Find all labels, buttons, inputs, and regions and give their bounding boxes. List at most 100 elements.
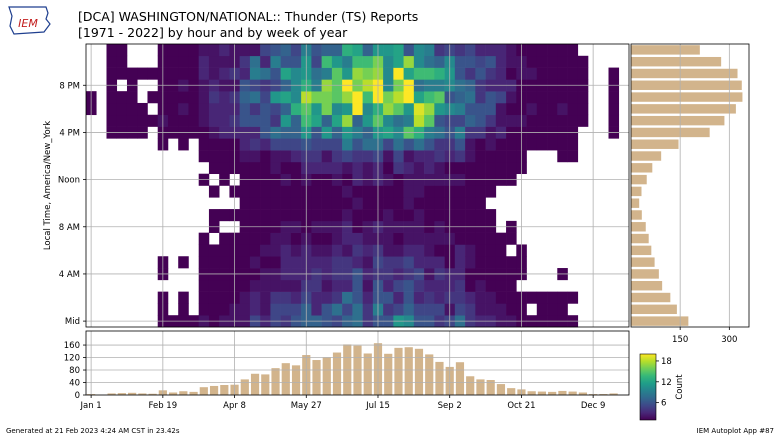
heatmap-cell bbox=[167, 44, 179, 57]
heatmap-cell bbox=[280, 67, 292, 80]
heatmap-cell bbox=[178, 291, 189, 304]
heatmap-cell bbox=[219, 67, 230, 80]
heatmap-cell bbox=[331, 138, 343, 151]
heatmap-cell bbox=[475, 67, 486, 80]
heatmap-cell bbox=[331, 114, 343, 127]
heatmap-cell bbox=[465, 209, 476, 222]
heatmap-cell bbox=[239, 244, 251, 257]
heatmap-cell bbox=[239, 256, 251, 269]
heatmap-cell bbox=[424, 291, 435, 304]
heatmap-cell bbox=[475, 291, 486, 304]
heatmap-cell bbox=[208, 291, 220, 304]
heatmap-cell bbox=[475, 232, 486, 245]
heatmap-cell bbox=[208, 114, 220, 127]
heatmap-cell bbox=[393, 279, 404, 292]
heatmap-cell bbox=[290, 114, 302, 127]
heatmap-cell bbox=[311, 303, 322, 316]
heatmap-cell bbox=[321, 279, 333, 292]
heatmap-cell bbox=[393, 232, 404, 245]
heatmap-cell bbox=[137, 102, 148, 116]
heatmap-cell bbox=[208, 67, 220, 80]
heatmap-cell bbox=[547, 291, 558, 304]
heatmap-cell bbox=[485, 67, 497, 80]
heatmap-cell bbox=[424, 55, 435, 68]
heatmap-cell bbox=[475, 114, 486, 127]
heatmap-cell bbox=[331, 161, 343, 175]
week-bar bbox=[322, 357, 331, 395]
heatmap-cell bbox=[342, 291, 353, 304]
hour-bar bbox=[631, 222, 646, 232]
heatmap-cell bbox=[475, 138, 486, 151]
heatmap-cell bbox=[280, 114, 292, 127]
heatmap-cell bbox=[219, 291, 230, 304]
heatmap-cell bbox=[608, 91, 620, 104]
heatmap-cell bbox=[475, 303, 486, 316]
colorbar-tick-label: 18 bbox=[661, 357, 672, 367]
heatmap-cell bbox=[362, 102, 374, 116]
heatmap-cell bbox=[290, 232, 302, 245]
heatmap-cell bbox=[362, 197, 374, 210]
heatmap-cell bbox=[219, 138, 230, 151]
heatmap-cell bbox=[506, 232, 517, 245]
heatmap-cell bbox=[454, 209, 466, 222]
heatmap-cell bbox=[424, 114, 435, 127]
heatmap-cell bbox=[188, 102, 199, 116]
week-bars-y-ticks: 0 40 80 120 160 bbox=[64, 341, 86, 401]
heatmap-cell bbox=[536, 67, 548, 80]
hour-bar bbox=[631, 257, 655, 267]
heatmap-cell bbox=[475, 161, 486, 175]
hour-bar bbox=[631, 233, 649, 244]
heatmap-cell bbox=[331, 244, 343, 257]
heatmap-cell bbox=[270, 185, 281, 198]
heatmap-cell bbox=[208, 303, 220, 316]
heatmap-cell bbox=[219, 256, 230, 269]
heatmap-cell bbox=[485, 44, 497, 57]
heatmap-cell bbox=[331, 209, 343, 222]
heatmap-cell bbox=[270, 55, 281, 68]
heatmap-cell bbox=[342, 67, 353, 80]
heatmap-cell bbox=[567, 44, 579, 57]
heatmap-cell bbox=[208, 279, 220, 292]
heatmap-cell bbox=[116, 102, 128, 116]
heatmap-cell bbox=[485, 114, 497, 127]
heatmap-cell bbox=[485, 91, 497, 104]
week-bar bbox=[271, 368, 280, 395]
heatmap-cell bbox=[290, 102, 302, 116]
heatmap-cell bbox=[178, 67, 189, 80]
week-bar bbox=[189, 391, 198, 395]
heatmap-cell bbox=[280, 185, 292, 198]
hour-bars-grid bbox=[679, 44, 730, 327]
heatmap-cell bbox=[413, 232, 425, 245]
heatmap-cell bbox=[362, 67, 374, 80]
heatmap-cell bbox=[239, 138, 251, 151]
heatmap-cell bbox=[116, 67, 128, 80]
heatmap-cell bbox=[485, 150, 497, 163]
heatmap-cell bbox=[403, 209, 415, 222]
hour-bar bbox=[631, 210, 642, 220]
heatmap-cell bbox=[321, 55, 333, 68]
heatmap-cell bbox=[311, 55, 322, 68]
heatmap-cell bbox=[465, 150, 476, 163]
heatmap-cell bbox=[331, 44, 343, 57]
heatmap-cell bbox=[454, 197, 466, 210]
heatmap-cell bbox=[403, 185, 415, 198]
hour-bar bbox=[631, 292, 671, 303]
logo-text: IEM bbox=[18, 17, 38, 30]
heatmap-cell bbox=[506, 303, 517, 316]
heatmap-cell bbox=[311, 256, 322, 269]
heatmap-cell bbox=[495, 138, 507, 151]
heatmap-cell bbox=[393, 244, 404, 257]
heatmap-cell bbox=[342, 102, 353, 116]
week-bar bbox=[486, 380, 495, 395]
hour-bar bbox=[631, 198, 640, 208]
hour-bar bbox=[631, 245, 652, 256]
heatmap-cell bbox=[208, 150, 220, 163]
heatmap-cell bbox=[413, 102, 425, 116]
heatmap-cell bbox=[465, 55, 476, 68]
colorbar-tick-label: 6 bbox=[661, 399, 666, 409]
week-bars-x-tick-label: May 27 bbox=[291, 401, 322, 411]
hour-bars-frame bbox=[630, 43, 750, 328]
heatmap-cell bbox=[557, 67, 568, 80]
heatmap-cell bbox=[260, 67, 271, 80]
heatmap-cell bbox=[434, 244, 445, 257]
